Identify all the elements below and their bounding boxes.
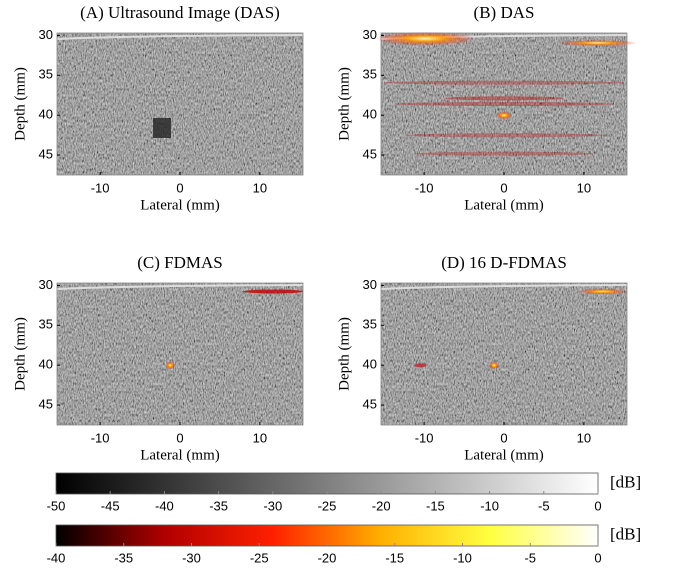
x-tick-label: 10 <box>253 180 267 195</box>
y-axis-label: Depth (mm) <box>336 317 352 391</box>
x-tick-label: 0 <box>176 180 183 195</box>
y-tick-label: 40 <box>363 357 377 372</box>
y-axis-label: Depth (mm) <box>12 317 28 391</box>
panel-title: (B) DAS <box>474 3 535 22</box>
colorbar-label: [dB] <box>610 472 641 491</box>
speckle-image <box>57 33 303 175</box>
x-tick-label: 10 <box>577 430 591 445</box>
panel-title: (D) 16 D-FDMAS <box>441 253 567 272</box>
signal-overlay <box>489 361 500 370</box>
x-axis-label: Lateral (mm) <box>140 197 220 213</box>
colorbar-tick-label: -10 <box>480 498 499 513</box>
surface-line <box>56 34 304 40</box>
y-tick-label: 45 <box>39 146 53 161</box>
panel-title: (C) FDMAS <box>137 253 223 272</box>
colorbar-tick-label: -40 <box>155 498 174 513</box>
colorbar-tick-label: -40 <box>47 550 66 565</box>
signal-overlay <box>384 80 624 85</box>
y-tick-label: 35 <box>363 317 377 332</box>
colorbar-tick-label: -20 <box>318 550 337 565</box>
x-tick-label: -10 <box>415 180 434 195</box>
signal-overlay <box>404 133 604 138</box>
x-tick-label: -10 <box>91 430 110 445</box>
y-tick-label: 35 <box>363 67 377 82</box>
signal-overlay <box>375 31 476 46</box>
y-tick-label: 45 <box>363 146 377 161</box>
speckle-image <box>57 283 303 425</box>
colorbar-tick-label: -15 <box>426 498 445 513</box>
colorbar-tick-label: -25 <box>250 550 269 565</box>
colorbar-label: [dB] <box>610 524 641 543</box>
colorbar-tick-label: -10 <box>453 550 472 565</box>
colorbar-tick-label: -30 <box>182 550 201 565</box>
signal-overlay <box>414 363 427 368</box>
signal-overlay <box>414 151 594 156</box>
dark-target <box>153 118 171 138</box>
signal-overlay <box>243 289 304 294</box>
y-tick-label: 40 <box>39 357 53 372</box>
colorbar-tick-label: -5 <box>538 498 550 513</box>
surface-line <box>380 284 628 290</box>
x-tick-label: 10 <box>577 180 591 195</box>
signal-overlay <box>444 96 564 101</box>
y-axis-label: Depth (mm) <box>336 67 352 141</box>
colorbar-tick-label: 0 <box>594 498 601 513</box>
y-tick-label: 35 <box>39 317 53 332</box>
colorbar <box>55 472 599 495</box>
x-axis-label: Lateral (mm) <box>140 447 220 463</box>
x-axis-label: Lateral (mm) <box>464 197 544 213</box>
x-tick-label: 10 <box>253 430 267 445</box>
y-tick-label: 30 <box>363 277 377 292</box>
y-tick-label: 30 <box>39 27 53 42</box>
x-tick-label: 0 <box>176 430 183 445</box>
y-axis-label: Depth (mm) <box>12 67 28 141</box>
x-tick-label: -10 <box>91 180 110 195</box>
colorbar-tick-label: -25 <box>318 498 337 513</box>
x-axis-label: Lateral (mm) <box>464 447 544 463</box>
colorbar-tick-label: -5 <box>524 550 536 565</box>
colorbar-tick-label: -35 <box>209 498 228 513</box>
speckle-image <box>381 33 627 175</box>
colorbar-tick-label: -45 <box>101 498 120 513</box>
y-tick-label: 30 <box>39 277 53 292</box>
signal-overlay <box>165 361 176 370</box>
y-tick-label: 40 <box>39 107 53 122</box>
colorbar-tick-label: -20 <box>372 498 391 513</box>
colorbar-tick-label: -30 <box>263 498 282 513</box>
colorbar <box>55 524 599 547</box>
y-tick-label: 45 <box>39 396 53 411</box>
y-tick-label: 45 <box>363 396 377 411</box>
panel-title: (A) Ultrasound Image (DAS) <box>80 3 280 22</box>
signal-overlay <box>496 111 512 120</box>
x-tick-label: 0 <box>500 180 507 195</box>
signal-overlay <box>557 39 638 46</box>
surface-line <box>56 284 304 290</box>
colorbar-tick-label: -50 <box>47 498 66 513</box>
signal-overlay <box>577 288 628 295</box>
colorbar-tick-label: -35 <box>114 550 133 565</box>
y-tick-label: 40 <box>363 107 377 122</box>
colorbar-tick-label: -15 <box>385 550 404 565</box>
colorbar-tick-label: 0 <box>594 550 601 565</box>
y-tick-label: 35 <box>39 67 53 82</box>
speckle-image <box>381 283 627 425</box>
x-tick-label: 0 <box>500 430 507 445</box>
y-tick-label: 30 <box>363 27 377 42</box>
x-tick-label: -10 <box>415 430 434 445</box>
signal-overlay <box>394 102 614 106</box>
